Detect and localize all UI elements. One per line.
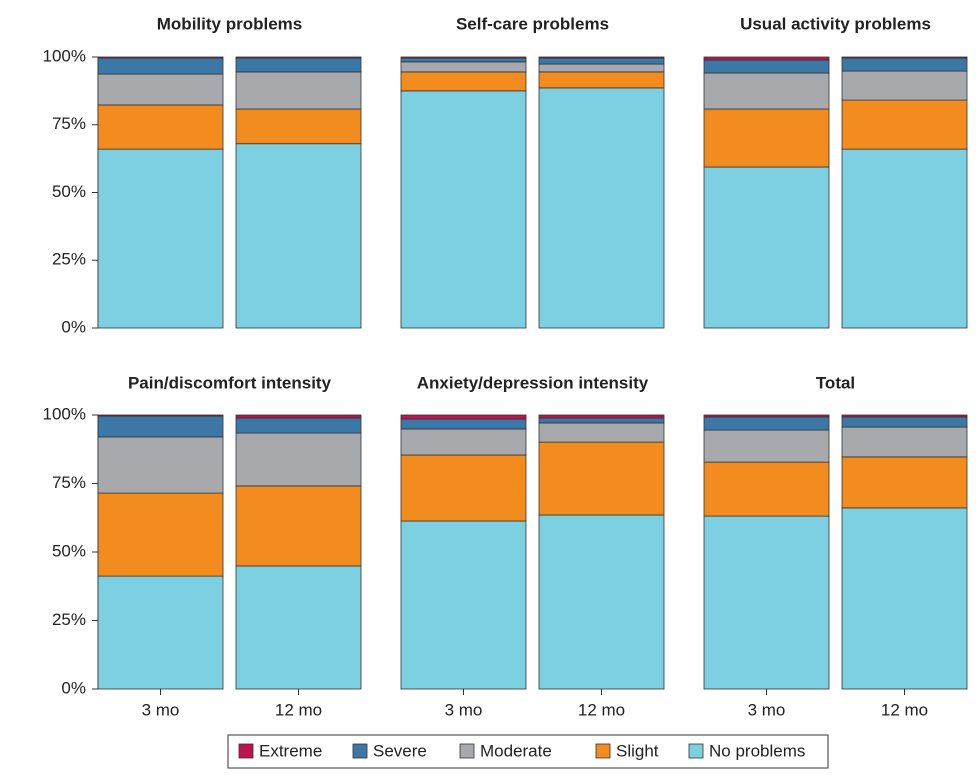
panel-title: Self-care problems bbox=[456, 14, 609, 33]
legend-box bbox=[227, 734, 829, 769]
legend-label: Moderate bbox=[480, 741, 552, 760]
bar-segment bbox=[703, 461, 830, 517]
bar-segment bbox=[841, 148, 968, 329]
bar-segment bbox=[703, 166, 830, 329]
bar-segment bbox=[538, 417, 665, 424]
y-tick-label: 0% bbox=[61, 317, 86, 336]
y-tick-label: 50% bbox=[52, 541, 86, 560]
legend-label: Slight bbox=[616, 741, 659, 760]
legend-swatch bbox=[688, 743, 704, 759]
bar-segment bbox=[538, 414, 665, 419]
y-tick-label: 75% bbox=[52, 114, 86, 133]
bar-segment bbox=[400, 454, 527, 522]
bar-segment bbox=[703, 515, 830, 690]
bar-segment bbox=[538, 63, 665, 73]
bar-segment bbox=[97, 57, 224, 75]
y-tick-label: 100% bbox=[43, 404, 86, 423]
bar-segment bbox=[400, 428, 527, 456]
bar-segment bbox=[400, 90, 527, 329]
bar-segment bbox=[97, 104, 224, 150]
y-tick-label: 100% bbox=[43, 46, 86, 65]
y-tick-label: 75% bbox=[52, 473, 86, 492]
bar-segment bbox=[841, 99, 968, 150]
bar-segment bbox=[703, 59, 830, 74]
bar-segment bbox=[538, 422, 665, 443]
bar-segment bbox=[841, 414, 968, 418]
legend-swatch bbox=[238, 743, 254, 759]
bar-segment bbox=[235, 143, 362, 329]
bar-segment bbox=[400, 71, 527, 92]
bar-segment bbox=[400, 418, 527, 430]
x-tick-label: 3 mo bbox=[445, 700, 483, 719]
legend-label: No problems bbox=[709, 741, 805, 760]
bar-segment bbox=[400, 414, 527, 420]
legend-label: Severe bbox=[373, 741, 427, 760]
y-tick-label: 25% bbox=[52, 250, 86, 269]
bar-segment bbox=[703, 416, 830, 431]
bar-segment bbox=[841, 57, 968, 72]
bar-segment bbox=[841, 426, 968, 458]
legend-swatch bbox=[595, 743, 611, 759]
legend-label: Extreme bbox=[259, 741, 322, 760]
bar-segment bbox=[235, 417, 362, 434]
bar-segment bbox=[97, 492, 224, 577]
bar-segment bbox=[235, 414, 362, 419]
x-tick-label: 3 mo bbox=[142, 700, 180, 719]
bar-segment bbox=[400, 61, 527, 73]
bar-segment bbox=[703, 72, 830, 110]
bar-segment bbox=[400, 520, 527, 690]
bar-segment bbox=[97, 575, 224, 690]
bar-segment bbox=[97, 436, 224, 494]
panel-title: Anxiety/depression intensity bbox=[417, 373, 649, 392]
bar-segment bbox=[235, 56, 362, 59]
y-tick-label: 0% bbox=[61, 678, 86, 697]
y-tick-label: 50% bbox=[52, 182, 86, 201]
bar-segment bbox=[97, 73, 224, 106]
panel-title: Mobility problems bbox=[157, 14, 302, 33]
bar-segment bbox=[97, 56, 224, 59]
bar-segment bbox=[703, 56, 830, 61]
bar-segment bbox=[538, 514, 665, 690]
x-tick-label: 12 mo bbox=[578, 700, 625, 719]
bar-segment bbox=[235, 71, 362, 110]
legend-swatch bbox=[459, 743, 475, 759]
bar-segment bbox=[841, 456, 968, 509]
bar-segment bbox=[841, 416, 968, 428]
x-tick-label: 3 mo bbox=[748, 700, 786, 719]
bar-segment bbox=[97, 415, 224, 438]
bar-segment bbox=[235, 565, 362, 690]
bar-segment bbox=[538, 87, 665, 329]
bar-segment bbox=[97, 414, 224, 417]
bar-segment bbox=[400, 56, 527, 59]
bar-segment bbox=[841, 70, 968, 101]
bar-segment bbox=[538, 441, 665, 516]
bar-segment bbox=[400, 57, 527, 63]
y-tick-label: 25% bbox=[52, 610, 86, 629]
panel-title: Usual activity problems bbox=[740, 14, 931, 33]
bar-segment bbox=[235, 108, 362, 145]
x-tick-label: 12 mo bbox=[275, 700, 322, 719]
bar-segment bbox=[703, 429, 830, 463]
legend-swatch bbox=[352, 743, 368, 759]
bar-segment bbox=[235, 485, 362, 567]
bar-segment bbox=[703, 108, 830, 168]
panel-title: Pain/discomfort intensity bbox=[128, 373, 332, 392]
bar-segment bbox=[841, 507, 968, 690]
bar-segment bbox=[841, 56, 968, 59]
bar-segment bbox=[538, 71, 665, 89]
bar-segment bbox=[703, 414, 830, 418]
bar-segment bbox=[235, 432, 362, 487]
panel-title: Total bbox=[816, 373, 855, 392]
bar-segment bbox=[538, 57, 665, 65]
x-tick-label: 12 mo bbox=[881, 700, 928, 719]
bar-segment bbox=[97, 148, 224, 329]
bar-segment bbox=[235, 57, 362, 73]
bar-segment bbox=[538, 56, 665, 59]
